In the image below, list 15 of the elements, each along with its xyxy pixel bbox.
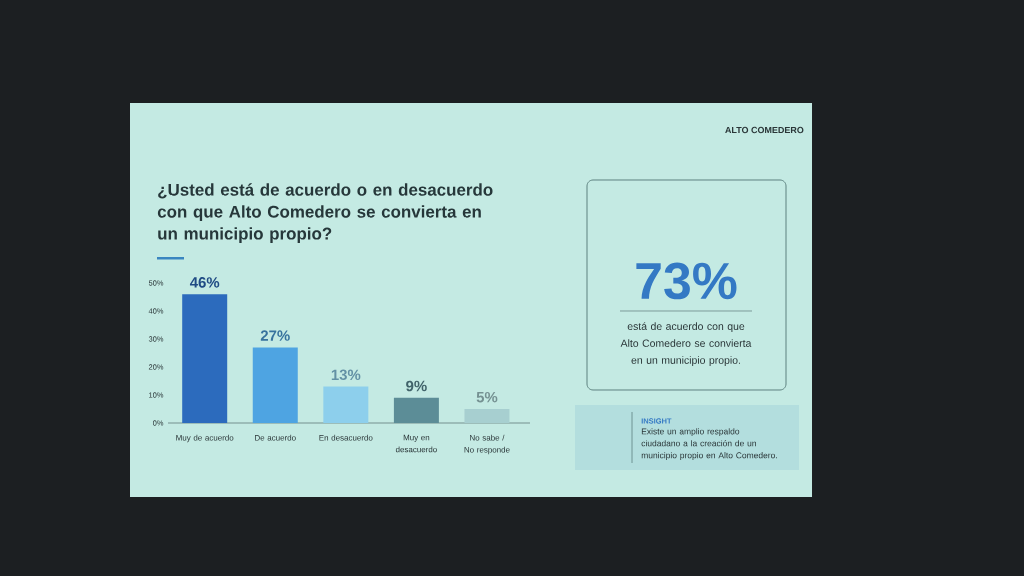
text: Existe un amplio respaldo ciudadano a la creación de un municipio propio en Alto Comedero.	[641, 428, 777, 460]
text: ALTO COMEDERO	[725, 126, 804, 134]
bar	[182, 294, 228, 423]
data-label: 13%	[331, 369, 361, 381]
bar	[464, 409, 510, 423]
bar	[323, 386, 369, 423]
data-label: 9%	[406, 380, 427, 392]
text: está de acuerdo con que Alto Comedero se convierta en un municipio propio.	[620, 322, 752, 366]
data-label: 46%	[189, 277, 220, 288]
data-label: 5%	[476, 391, 498, 403]
data-label: 27%	[260, 330, 290, 341]
text: 73%	[636, 262, 737, 300]
bar	[393, 397, 439, 423]
bar	[252, 347, 298, 423]
chart-title: ¿Usted está de acuerdo o en desacuerdo con que Alto Comedero se convierta en un municipio propio?	[157, 183, 493, 243]
